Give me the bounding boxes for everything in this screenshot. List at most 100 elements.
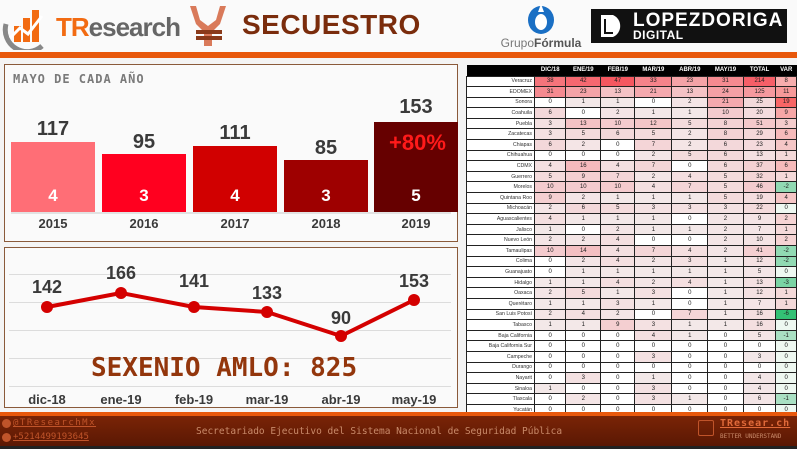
point-label: 133 — [251, 283, 283, 303]
value-cell: 7 — [634, 139, 673, 151]
value-cell: 2 — [634, 170, 673, 183]
twitter-link[interactable]: @TResearchMx — [13, 418, 97, 428]
value-cell: 0 — [600, 382, 636, 395]
value-cell: 0 — [671, 340, 709, 352]
table-row: Chihuahua 0 0 0 2 5 6 13 1 — [466, 149, 797, 162]
value-cell: 2 — [707, 234, 744, 246]
value-cell: 0 — [600, 149, 636, 162]
bar-year-2018: 2018 — [311, 216, 341, 231]
table-row: Chiapas 6 2 0 7 2 6 23 4 — [466, 139, 797, 151]
value-cell: 1 — [533, 276, 567, 289]
value-cell: 1 — [533, 297, 567, 310]
state-name: Aguascalientes — [466, 213, 535, 225]
var-cell: 0 — [775, 202, 797, 215]
value-cell: 0 — [707, 350, 744, 363]
table-row: Sinaloa 1 0 0 3 0 0 4 0 — [466, 382, 797, 395]
state-name: Quintana Roo — [466, 192, 535, 204]
var-cell: 1 — [775, 170, 797, 183]
value-cell: 0 — [600, 340, 636, 352]
lopezdoriga-mark-icon — [601, 15, 621, 37]
tresearch-logo-icon — [2, 10, 44, 50]
table-row: Querétaro 1 1 3 1 0 1 7 1 — [466, 297, 797, 310]
total-cell: 51 — [742, 117, 777, 130]
value-cell: 5 — [671, 117, 709, 130]
value-cell: 31 — [533, 86, 567, 98]
state-name: Colima — [466, 255, 535, 268]
bar-2015: 4 — [11, 142, 95, 212]
var-cell: 8 — [775, 75, 797, 88]
value-cell: 4 — [533, 160, 567, 172]
value-cell: 0 — [600, 361, 636, 374]
total-cell: 29 — [742, 128, 777, 141]
value-cell: 1 — [565, 319, 602, 331]
bar-year-2017: 2017 — [220, 216, 250, 231]
value-cell: 47 — [600, 75, 636, 88]
grupo-formula-logo: GrupoFórmula — [496, 2, 586, 52]
state-name: Hidalgo — [466, 276, 535, 289]
state-name: Oaxaca — [466, 287, 535, 299]
value-cell: 0 — [671, 234, 709, 246]
table-row: CDMX 4 16 4 7 0 6 37 6 — [466, 160, 797, 172]
table-row: Guerrero 5 9 7 2 4 5 32 1 — [466, 170, 797, 183]
value-cell: 2 — [671, 96, 709, 109]
total-cell: 4 — [742, 372, 777, 384]
table-row: Aguascalientes 4 1 1 1 0 2 9 2 — [466, 213, 797, 225]
point-label: 141 — [178, 271, 210, 291]
x-tick-label: dic-18 — [28, 392, 66, 407]
total-cell: 22 — [742, 202, 777, 215]
value-cell: 6 — [600, 128, 636, 141]
value-cell: 2 — [707, 223, 744, 236]
value-cell: 6 — [707, 160, 744, 172]
data-point — [261, 306, 273, 318]
value-cell: 0 — [634, 340, 673, 352]
phone-link[interactable]: +5214499193645 — [13, 432, 89, 442]
total-cell: 20 — [742, 107, 777, 119]
value-cell: 0 — [671, 287, 709, 299]
value-cell: 0 — [565, 223, 602, 236]
value-cell: 4 — [600, 234, 636, 246]
var-cell: 9 — [775, 107, 797, 119]
state-name: Tamaulipas — [466, 245, 535, 257]
value-cell: 4 — [600, 255, 636, 268]
value-cell: 2 — [533, 202, 567, 215]
value-cell: 1 — [533, 319, 567, 331]
brand-name: TResearch — [56, 12, 181, 42]
var-cell: -2 — [775, 255, 797, 268]
value-cell: 0 — [707, 329, 744, 342]
site-link[interactable]: TResear.ch — [720, 418, 791, 429]
value-cell: 24 — [707, 86, 744, 98]
value-cell: 3 — [707, 202, 744, 215]
value-cell: 4 — [533, 213, 567, 225]
value-cell: 1 — [671, 223, 709, 236]
value-cell: 0 — [707, 393, 744, 405]
value-cell: 4 — [671, 276, 709, 289]
value-cell: 1 — [671, 107, 709, 119]
value-cell: 5 — [634, 128, 673, 141]
table-row: Tlaxcala 0 2 0 3 1 0 6 -1 — [466, 393, 797, 405]
data-source: Secretariado Ejecutivo del Sistema Nacio… — [196, 426, 563, 437]
column-header: MAR/19 — [634, 65, 672, 76]
total-cell: 6 — [742, 393, 777, 405]
var-cell: 2 — [775, 213, 797, 225]
value-cell: 7 — [600, 170, 636, 183]
state-name: Nayarit — [466, 372, 535, 384]
data-point — [408, 294, 420, 306]
value-cell: 0 — [671, 382, 709, 395]
total-cell: 25 — [742, 96, 777, 109]
value-cell: 1 — [533, 382, 567, 395]
table-row: Oaxaca 2 5 1 3 0 1 12 1 — [466, 287, 797, 299]
total-cell: 9 — [742, 213, 777, 225]
value-cell: 6 — [533, 139, 567, 151]
value-cell: 0 — [533, 266, 567, 278]
point-label: 90 — [330, 308, 352, 328]
value-cell: 0 — [533, 393, 567, 405]
var-cell: 0 — [775, 266, 797, 278]
value-cell: 5 — [600, 202, 636, 215]
page-title: SECUESTRO — [242, 9, 421, 40]
value-cell: 8 — [707, 117, 744, 130]
growth-annotation: +80% — [389, 130, 446, 155]
value-cell: 1 — [634, 213, 673, 225]
state-name: Tabasco — [466, 319, 535, 331]
table-row: Guanajuato 0 1 1 1 1 1 5 0 — [466, 266, 797, 278]
var-cell: 1 — [775, 149, 797, 162]
